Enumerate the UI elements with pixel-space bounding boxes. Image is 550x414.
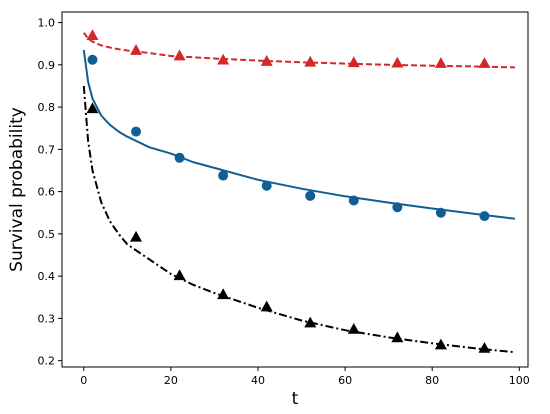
y-tick-label: 0.5	[38, 228, 56, 241]
fit-curve	[82, 32, 515, 69]
data-point	[305, 190, 316, 201]
plot-content	[82, 29, 516, 354]
data-point	[173, 49, 186, 61]
data-point	[218, 170, 229, 181]
x-tick-label: 100	[509, 374, 530, 387]
data-point	[347, 56, 360, 68]
fit-curve	[82, 49, 516, 220]
data-point	[260, 300, 273, 312]
x-tick-label: 80	[425, 374, 439, 387]
y-tick-label: 0.7	[38, 143, 56, 156]
data-point	[173, 269, 186, 281]
x-tick-label: 60	[338, 374, 352, 387]
data-point	[87, 54, 98, 65]
x-tick-label: 40	[251, 374, 265, 387]
data-point	[86, 102, 99, 114]
data-point	[217, 53, 230, 65]
axis-ticks: 0 20 40 60 80 100 0.2 0.3 0.4 0.5 0.6 0.7 0.8 0.9 1.0	[38, 17, 530, 387]
y-tick-label: 0.2	[38, 355, 56, 368]
x-axis-label: t	[292, 389, 299, 409]
data-point	[174, 152, 185, 163]
y-tick-label: 0.9	[38, 59, 56, 72]
data-point	[86, 29, 99, 41]
data-point	[348, 195, 359, 206]
data-point	[304, 55, 317, 67]
y-tick-label: 0.6	[38, 186, 56, 199]
series-2	[82, 49, 516, 222]
series-1	[82, 29, 515, 69]
fit-curve	[82, 85, 515, 354]
data-point	[261, 180, 272, 191]
data-point	[478, 57, 491, 68]
data-point	[479, 211, 490, 222]
data-point	[130, 230, 143, 242]
y-tick-label: 0.3	[38, 312, 56, 325]
data-point	[434, 338, 447, 350]
y-axis-label: Survival probability	[7, 107, 27, 272]
y-tick-label: 1.0	[38, 17, 56, 30]
series-3	[82, 85, 515, 354]
data-point	[391, 331, 404, 343]
data-point	[260, 55, 273, 66]
data-point	[347, 322, 360, 334]
y-tick-label: 0.4	[38, 270, 56, 283]
data-point	[391, 56, 404, 68]
data-point	[435, 207, 446, 218]
x-tick-label: 20	[164, 374, 178, 387]
data-point	[217, 288, 230, 300]
data-point	[130, 44, 143, 55]
plot-frame	[61, 11, 529, 368]
data-point	[478, 341, 491, 353]
data-point	[304, 316, 317, 328]
x-tick-label: 0	[80, 374, 87, 387]
data-point	[131, 126, 142, 137]
data-point	[434, 57, 447, 68]
y-tick-label: 0.8	[38, 101, 56, 114]
data-point	[392, 202, 403, 213]
